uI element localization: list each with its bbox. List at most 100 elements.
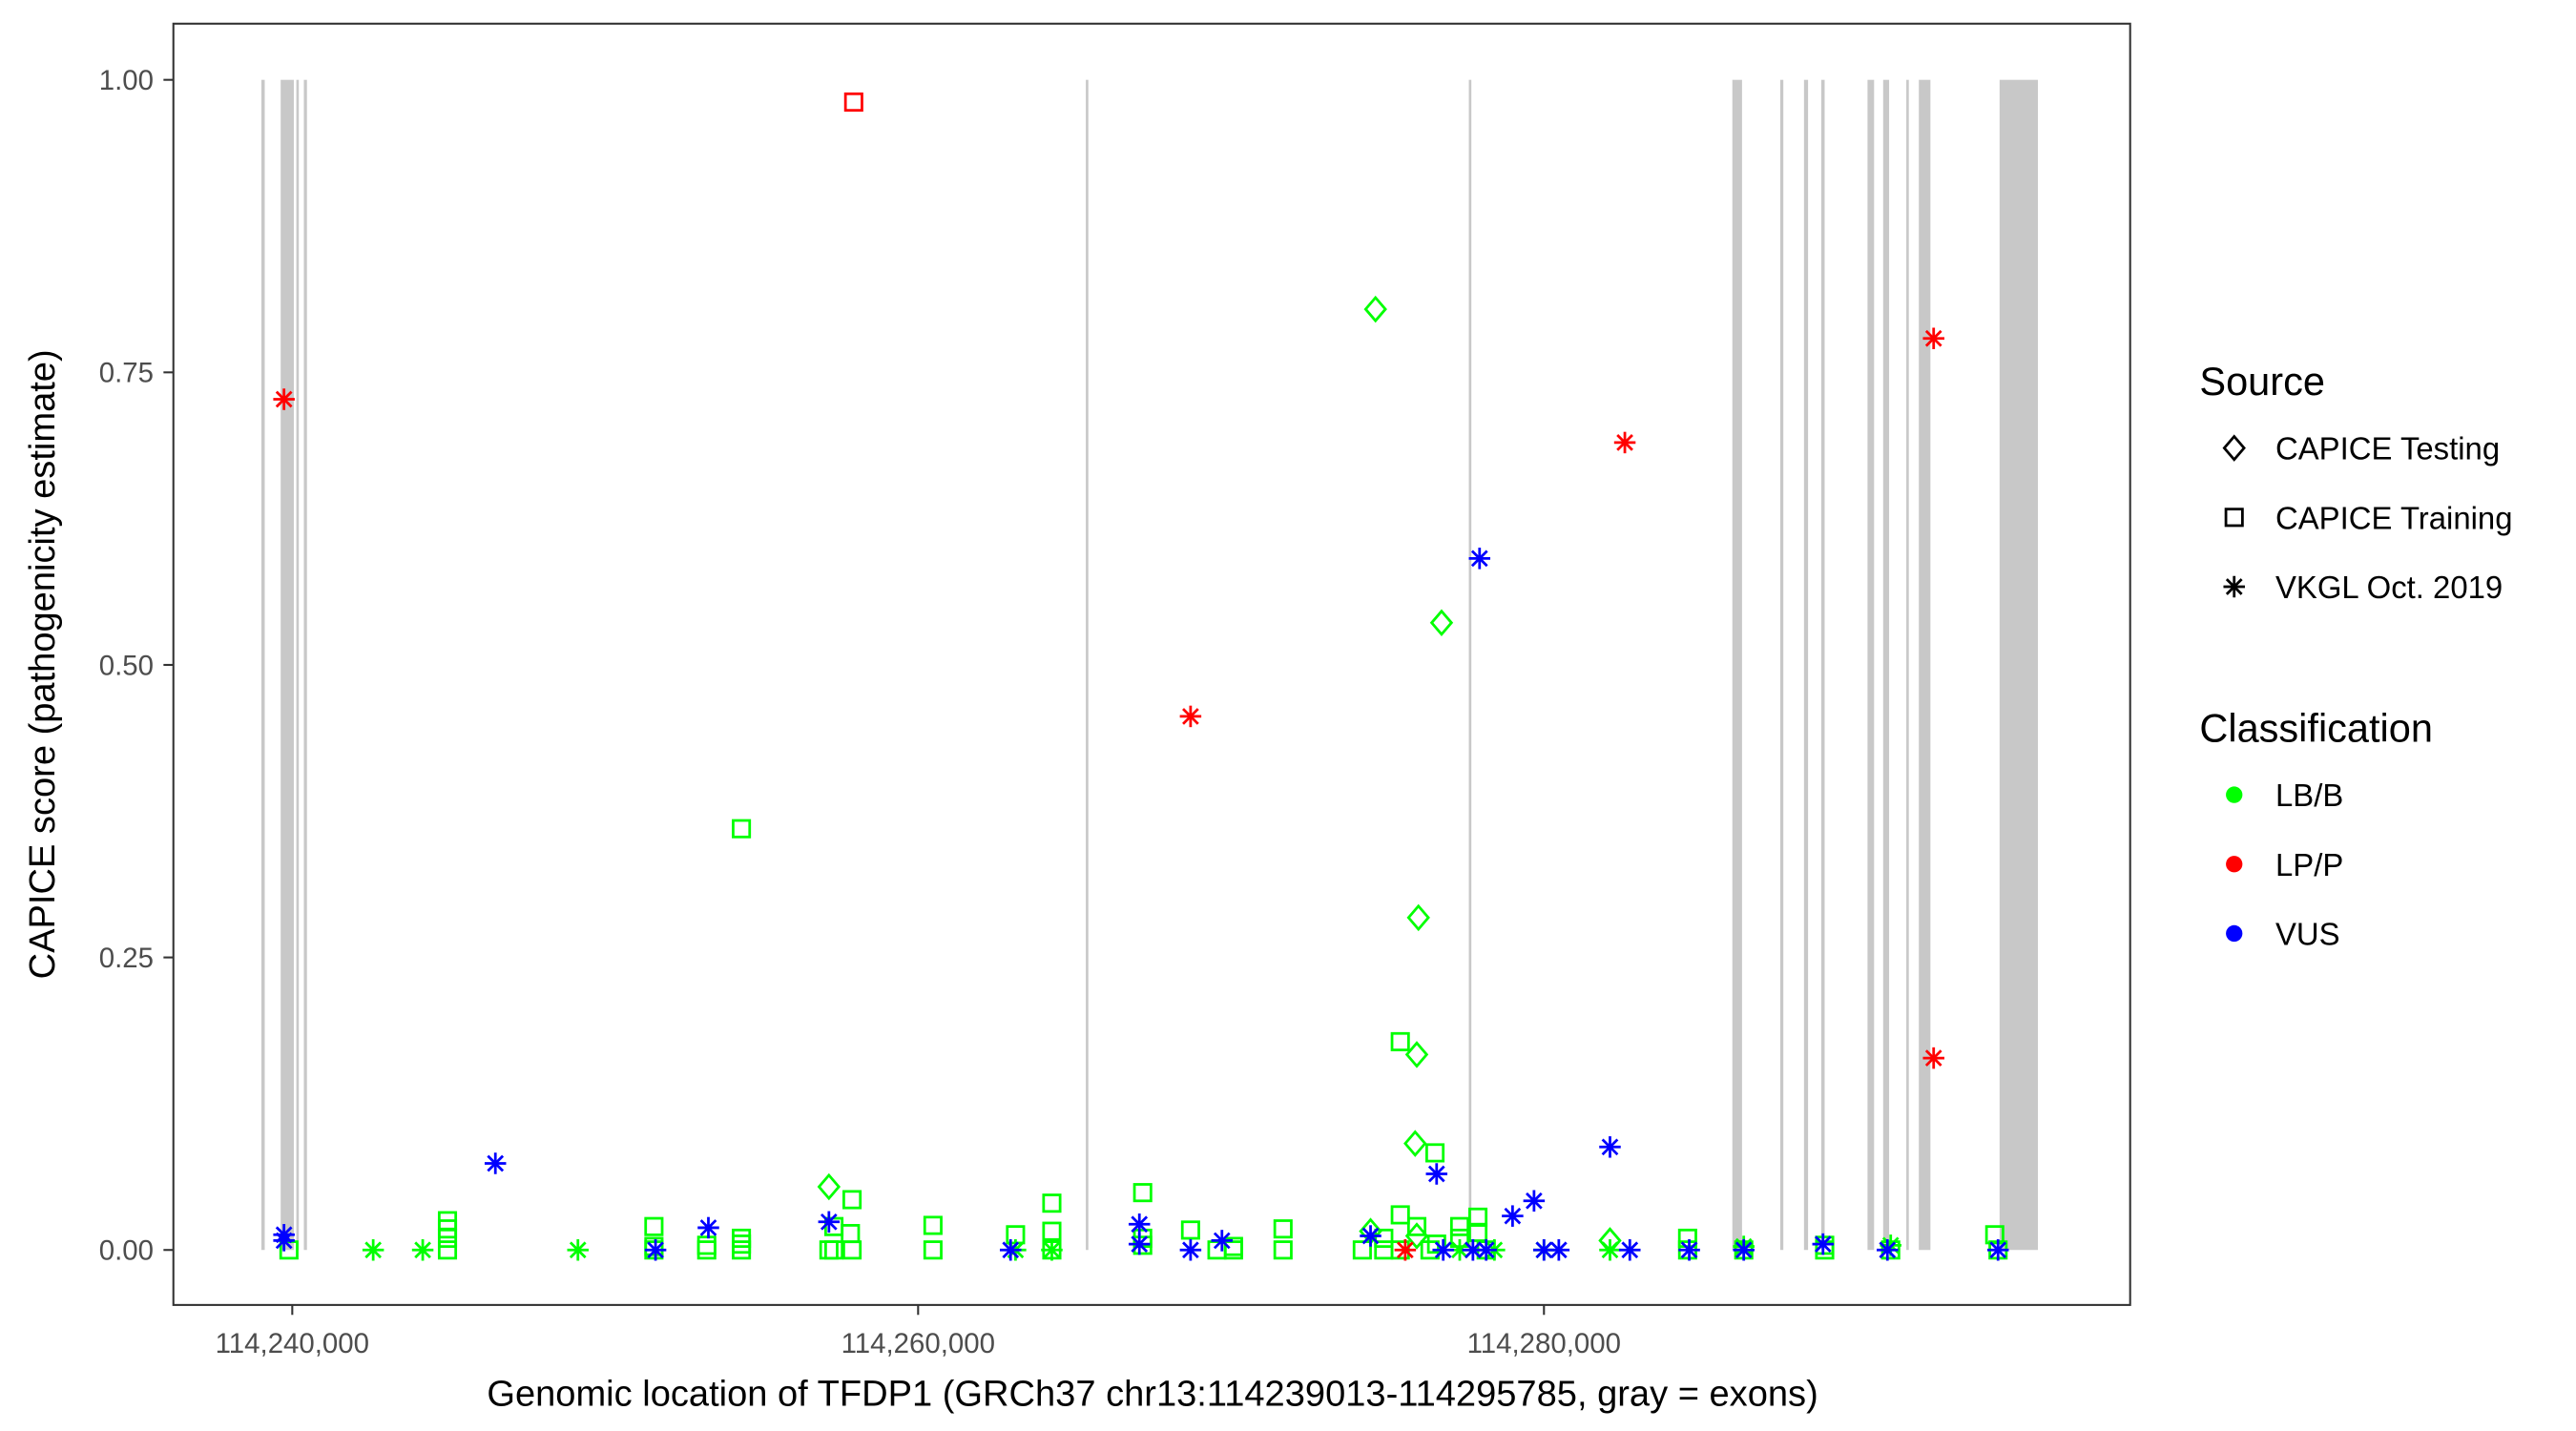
data-point xyxy=(273,1230,295,1252)
data-point xyxy=(1599,1136,1621,1158)
data-point xyxy=(1548,1238,1570,1261)
data-point xyxy=(273,388,295,410)
data-point xyxy=(1179,705,1202,728)
asterisk-stroke xyxy=(1131,1215,1149,1234)
data-point xyxy=(1475,1238,1497,1261)
asterisk-stroke xyxy=(1213,1232,1231,1250)
data-point xyxy=(1404,1041,1429,1068)
data-point xyxy=(437,1240,458,1260)
data-point xyxy=(1390,1031,1410,1051)
x-axis: 114,240,000 114,260,000 114,280,000 xyxy=(216,1304,1621,1359)
asterisk-stroke xyxy=(1427,1165,1445,1183)
data-point xyxy=(1404,1222,1429,1250)
asterisk-stroke xyxy=(1616,434,1633,451)
x-tick-label: 114,260,000 xyxy=(841,1328,995,1359)
data-point xyxy=(1432,1238,1454,1261)
asterisk-stroke xyxy=(1601,1241,1619,1259)
asterisk-stroke xyxy=(275,390,293,408)
asterisk-stroke xyxy=(1002,1241,1020,1259)
data-point xyxy=(923,1240,943,1260)
asterisk-stroke xyxy=(1361,1227,1380,1245)
asterisk-stroke xyxy=(414,1241,431,1259)
data-point xyxy=(567,1238,590,1261)
asterisk-stroke xyxy=(1526,1192,1543,1210)
legend-source-title: Source xyxy=(2199,359,2325,404)
data-point xyxy=(1128,1233,1151,1255)
data-point xyxy=(818,1211,841,1234)
data-point xyxy=(1425,1163,1448,1185)
data-point xyxy=(644,1238,667,1261)
asterisk-stroke xyxy=(1621,1241,1639,1259)
exon-band xyxy=(1820,79,1825,1251)
data-point xyxy=(1042,1221,1062,1241)
data-point xyxy=(1877,1238,1899,1261)
asterisk-stroke xyxy=(1131,1235,1149,1253)
data-point xyxy=(732,1240,752,1260)
data-point xyxy=(1429,609,1454,637)
asterisk-stroke xyxy=(1504,1207,1522,1225)
asterisk-stroke xyxy=(1680,1241,1698,1259)
exon-band xyxy=(296,79,300,1251)
asterisk-stroke xyxy=(1434,1241,1452,1259)
legend-asterisk-icon xyxy=(2223,575,2245,598)
y-tick-label: 0.00 xyxy=(99,1235,154,1267)
asterisk-stroke xyxy=(1451,1241,1468,1259)
data-point xyxy=(1406,903,1430,932)
data-point xyxy=(411,1238,434,1261)
data-point xyxy=(1619,1238,1641,1261)
data-point xyxy=(1394,1238,1417,1261)
exon-bands xyxy=(260,79,2039,1251)
asterisk-stroke xyxy=(1535,1241,1553,1259)
asterisk-stroke xyxy=(1470,550,1488,568)
data-point xyxy=(1180,1220,1200,1240)
data-point xyxy=(1733,1238,1755,1261)
data-point xyxy=(1128,1213,1151,1235)
exon-band xyxy=(303,79,307,1251)
x-tick-label: 114,280,000 xyxy=(1467,1328,1621,1359)
legend-source-label: VKGL Oct. 2019 xyxy=(2275,570,2503,605)
data-point xyxy=(842,1190,862,1210)
asterisk-stroke xyxy=(569,1241,587,1259)
legend-diamond-icon xyxy=(2222,434,2246,462)
exon-band xyxy=(1919,79,1931,1251)
data-point xyxy=(1613,431,1636,454)
asterisk-stroke xyxy=(1465,1241,1482,1259)
data-point xyxy=(1211,1230,1234,1252)
data-point xyxy=(1922,327,1944,350)
asterisk-stroke xyxy=(647,1241,664,1259)
legend-class-label: LB/B xyxy=(2275,778,2343,813)
asterisk-stroke xyxy=(1397,1241,1414,1259)
data-point xyxy=(1426,1234,1446,1255)
asterisk-stroke xyxy=(1879,1241,1897,1259)
data-point xyxy=(824,1240,844,1260)
data-point xyxy=(732,1228,752,1249)
data-point xyxy=(1523,1190,1546,1212)
y-tick-label: 0.75 xyxy=(99,358,154,389)
data-point xyxy=(1132,1183,1153,1203)
data-points xyxy=(273,92,2009,1261)
legend-source-label: CAPICE Testing xyxy=(2275,431,2500,467)
asterisk-stroke xyxy=(1924,1049,1942,1067)
legend-classification-title: Classification xyxy=(2199,706,2433,751)
data-point xyxy=(923,1215,943,1235)
y-tick-label: 0.25 xyxy=(99,943,154,974)
data-point xyxy=(732,1234,752,1255)
data-point xyxy=(644,1236,664,1256)
data-point xyxy=(841,1224,861,1244)
data-point xyxy=(696,1235,717,1255)
data-point xyxy=(1678,1238,1700,1261)
legend-color-dot-icon xyxy=(2226,924,2243,943)
data-point xyxy=(1374,1240,1394,1260)
asterisk-stroke xyxy=(2225,578,2243,595)
asterisk-stroke xyxy=(1182,708,1199,725)
asterisk-stroke xyxy=(364,1241,383,1259)
y-tick-label: 0.50 xyxy=(99,650,154,681)
data-point xyxy=(696,1240,717,1260)
legend-square-icon xyxy=(2224,508,2244,528)
asterisk-stroke xyxy=(820,1213,838,1231)
data-point xyxy=(999,1238,1022,1261)
data-point xyxy=(1502,1205,1524,1227)
data-point xyxy=(437,1228,458,1249)
y-axis: 0.00 0.25 0.50 0.75 1.00 xyxy=(99,65,174,1267)
plot-panel-border xyxy=(172,22,2131,1306)
